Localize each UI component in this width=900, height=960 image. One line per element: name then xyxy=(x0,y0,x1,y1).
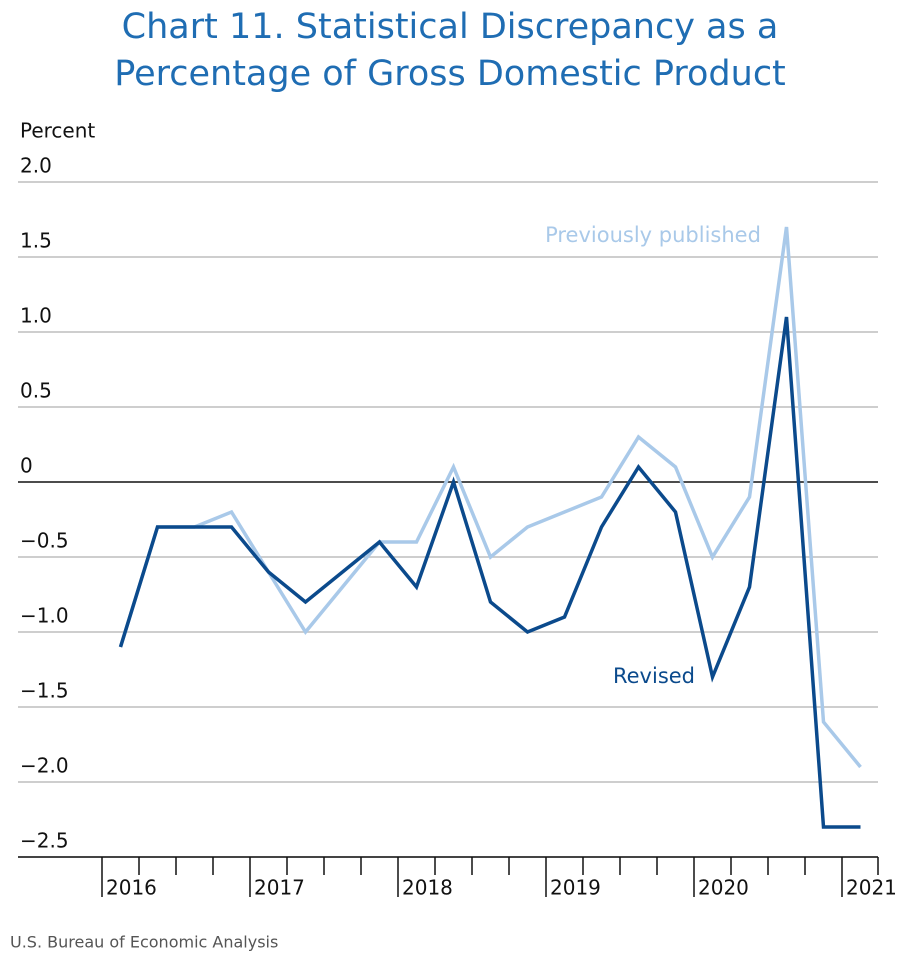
x-tick-label: 2019 xyxy=(550,876,601,900)
y-tick-label: −2.5 xyxy=(20,829,69,853)
y-tick-label: 2.0 xyxy=(20,154,52,178)
y-tick-label: 1.0 xyxy=(20,304,52,328)
series-label: Revised xyxy=(613,664,695,688)
y-tick-label: −1.5 xyxy=(20,679,69,703)
y-axis-label: Percent xyxy=(20,119,95,143)
x-tick-label: 2020 xyxy=(698,876,749,900)
chart-title: Chart 11. Statistical Discrepancy as a xyxy=(122,7,779,47)
x-tick-label: 2021 xyxy=(846,876,897,900)
y-tick-label: 0 xyxy=(20,454,33,478)
y-tick-label: −0.5 xyxy=(20,529,69,553)
x-tick-label: 2018 xyxy=(402,876,453,900)
y-tick-label: 1.5 xyxy=(20,229,52,253)
chart-title: Percentage of Gross Domestic Product xyxy=(114,54,786,94)
series-label: Previously published xyxy=(545,223,761,247)
series-line xyxy=(118,226,862,769)
series-line xyxy=(118,316,861,829)
source: U.S. Bureau of Economic Analysis xyxy=(10,933,278,952)
x-tick-label: 2016 xyxy=(106,876,157,900)
x-tick-label: 2017 xyxy=(254,876,305,900)
y-tick-label: −1.0 xyxy=(20,604,69,628)
y-tick-label: 0.5 xyxy=(20,379,52,403)
y-tick-label: −2.0 xyxy=(20,754,69,778)
